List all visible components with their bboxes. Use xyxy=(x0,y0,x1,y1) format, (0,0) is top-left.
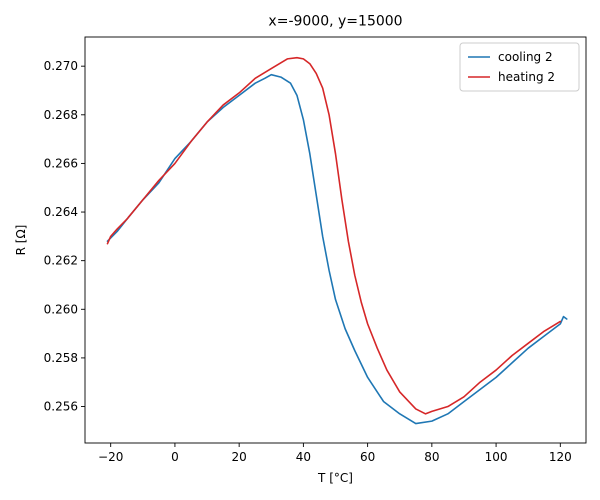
x-tick-label: 0 xyxy=(171,450,179,464)
y-tick-label: 0.260 xyxy=(44,302,78,316)
legend-label: cooling 2 xyxy=(498,50,553,64)
x-tick-label: 60 xyxy=(360,450,375,464)
series-line-heating-2 xyxy=(106,56,562,415)
plot-frame xyxy=(84,36,587,444)
y-tick-label: 0.262 xyxy=(44,254,78,268)
y-tick-label: 0.264 xyxy=(44,205,78,219)
x-tick-label: −20 xyxy=(98,450,123,464)
y-tick-label: 0.270 xyxy=(44,59,78,73)
y-tick-label: 0.266 xyxy=(44,156,78,170)
y-axis: 0.256 0.258 0.260 0.262 0.264 0.266 0.268 0.270 xyxy=(44,59,85,414)
x-tick-label: 40 xyxy=(296,450,311,464)
x-tick-label: 80 xyxy=(424,450,439,464)
y-tick-label: 0.268 xyxy=(44,108,78,122)
legend: cooling 2 heating 2 xyxy=(459,42,580,92)
x-axis: −20 0 20 40 60 80 100 120 xyxy=(98,443,572,464)
legend-box xyxy=(459,42,580,92)
series-line-cooling-2 xyxy=(106,73,568,425)
x-tick-label: 120 xyxy=(549,450,572,464)
y-tick-label: 0.258 xyxy=(44,351,78,365)
x-tick-label: 100 xyxy=(485,450,508,464)
x-tick-label: 20 xyxy=(232,450,247,464)
y-tick-label: 0.256 xyxy=(44,400,78,414)
y-axis-label: R [Ω] xyxy=(14,225,28,256)
x-axis-label: T [°C] xyxy=(317,471,353,485)
legend-label: heating 2 xyxy=(498,70,555,84)
chart-title: x=-9000, y=15000 xyxy=(268,14,402,30)
plot-area xyxy=(84,36,587,444)
